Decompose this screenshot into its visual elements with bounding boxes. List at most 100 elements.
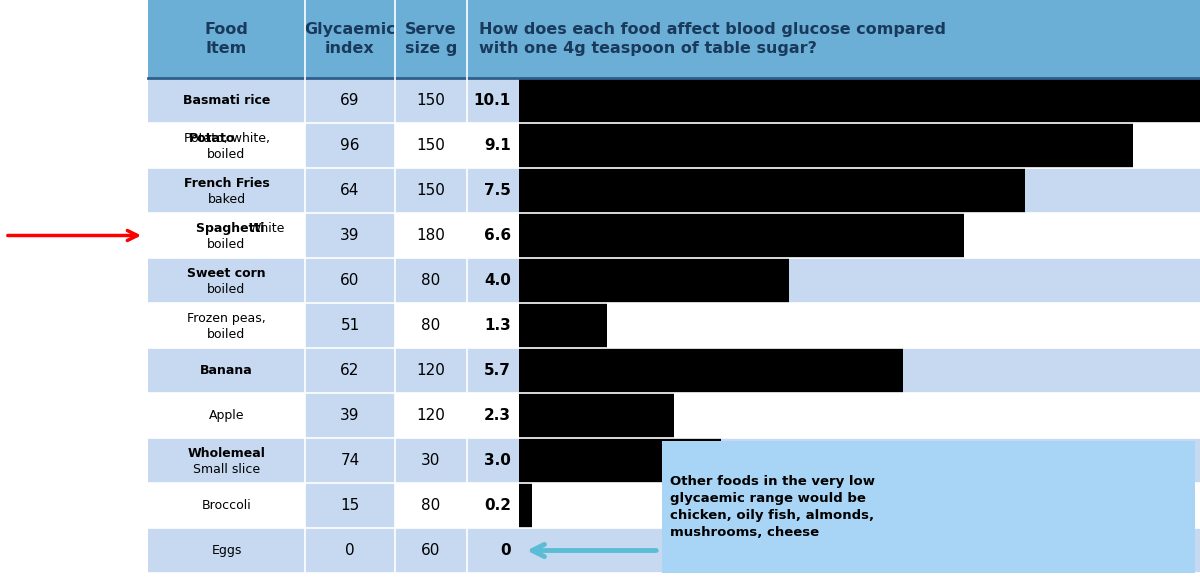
Text: 74: 74 — [341, 453, 360, 468]
Bar — [395, 393, 467, 438]
Text: 30: 30 — [421, 453, 440, 468]
Text: 80: 80 — [421, 273, 440, 288]
Bar — [520, 348, 904, 393]
Bar — [520, 78, 1200, 123]
Text: Spaghetti: Spaghetti — [197, 222, 269, 235]
Text: 10.1: 10.1 — [474, 93, 511, 108]
Bar — [520, 258, 788, 303]
Text: White: White — [248, 222, 284, 235]
Text: 7.5: 7.5 — [484, 183, 511, 198]
Bar — [148, 483, 305, 528]
Text: 60: 60 — [421, 543, 440, 558]
Text: baked: baked — [208, 193, 246, 206]
Bar — [148, 168, 305, 213]
Text: Glycaemic
index: Glycaemic index — [304, 21, 396, 57]
Bar — [148, 123, 305, 168]
Bar — [520, 393, 674, 438]
Bar — [305, 123, 395, 168]
Text: 62: 62 — [341, 363, 360, 378]
Bar — [520, 123, 1133, 168]
Text: Other foods in the very low
glycaemic range would be
chicken, oily fish, almonds: Other foods in the very low glycaemic ra… — [670, 475, 875, 539]
Bar — [467, 303, 1200, 348]
Bar — [395, 0, 467, 78]
Bar — [395, 213, 467, 258]
Bar — [148, 438, 305, 483]
Text: Apple: Apple — [209, 409, 245, 422]
Bar — [305, 0, 395, 78]
Bar — [395, 483, 467, 528]
Bar — [395, 258, 467, 303]
Text: Wholemeal: Wholemeal — [187, 447, 265, 460]
Text: Frozen peas,: Frozen peas, — [187, 312, 266, 325]
Text: boiled: boiled — [208, 283, 246, 296]
Bar — [395, 303, 467, 348]
Bar — [467, 0, 1200, 78]
Text: Basmati rice: Basmati rice — [182, 94, 270, 107]
Text: 0.2: 0.2 — [484, 498, 511, 513]
Text: How does each food affect blood glucose compared
with one 4g teaspoon of table s: How does each food affect blood glucose … — [479, 21, 946, 57]
Text: 39: 39 — [341, 408, 360, 423]
Text: 9.1: 9.1 — [485, 138, 511, 153]
Text: 69: 69 — [341, 93, 360, 108]
Bar — [305, 168, 395, 213]
Bar — [520, 168, 1025, 213]
Bar — [395, 123, 467, 168]
Text: 60: 60 — [341, 273, 360, 288]
Text: Serve
size g: Serve size g — [404, 21, 457, 57]
Text: 180: 180 — [416, 228, 445, 243]
Bar — [395, 438, 467, 483]
Text: 0: 0 — [500, 543, 511, 558]
Text: 2.3: 2.3 — [484, 408, 511, 423]
Bar — [148, 393, 305, 438]
Bar — [305, 303, 395, 348]
Bar — [148, 78, 305, 123]
Text: 120: 120 — [416, 363, 445, 378]
Bar — [467, 213, 1200, 258]
Text: 0: 0 — [346, 543, 355, 558]
Bar — [520, 213, 964, 258]
Bar — [305, 483, 395, 528]
Text: Potato: Potato — [188, 132, 235, 145]
Bar — [467, 348, 1200, 393]
Text: 150: 150 — [416, 183, 445, 198]
Bar — [467, 78, 1200, 123]
Text: boiled: boiled — [208, 328, 246, 341]
Text: Banana: Banana — [200, 364, 253, 377]
Text: 1.3: 1.3 — [485, 318, 511, 333]
Bar — [520, 483, 533, 528]
Bar — [467, 168, 1200, 213]
Text: 6.6: 6.6 — [484, 228, 511, 243]
Text: boiled: boiled — [208, 238, 246, 251]
Text: Food
Item: Food Item — [204, 21, 248, 57]
Text: boiled: boiled — [208, 148, 246, 161]
Bar — [520, 303, 607, 348]
Bar — [467, 438, 1200, 483]
Bar — [148, 303, 305, 348]
Bar — [148, 258, 305, 303]
Text: 51: 51 — [341, 318, 360, 333]
Bar — [305, 438, 395, 483]
Bar — [148, 348, 305, 393]
Bar — [395, 78, 467, 123]
Bar — [148, 0, 305, 78]
Bar — [148, 213, 305, 258]
Text: 3.0: 3.0 — [484, 453, 511, 468]
Bar — [305, 213, 395, 258]
Bar — [467, 123, 1200, 168]
Text: 5.7: 5.7 — [484, 363, 511, 378]
Text: 64: 64 — [341, 183, 360, 198]
Text: Potato, white,: Potato, white, — [184, 132, 270, 145]
Text: Eggs: Eggs — [211, 544, 241, 557]
Text: 120: 120 — [416, 408, 445, 423]
Bar — [467, 393, 1200, 438]
Text: 80: 80 — [421, 318, 440, 333]
Bar — [305, 393, 395, 438]
Bar — [662, 441, 1195, 573]
Bar — [520, 438, 721, 483]
Text: 80: 80 — [421, 498, 440, 513]
Text: 150: 150 — [416, 138, 445, 153]
Bar — [305, 258, 395, 303]
Bar — [148, 528, 305, 573]
Bar — [395, 348, 467, 393]
Bar — [395, 528, 467, 573]
